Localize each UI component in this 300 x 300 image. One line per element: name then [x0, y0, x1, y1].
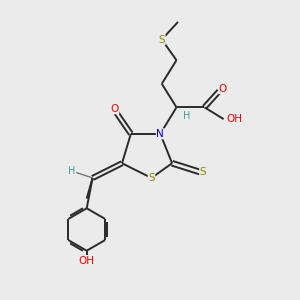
- Text: S: S: [158, 34, 165, 45]
- Text: S: S: [148, 173, 155, 183]
- Text: OH: OH: [79, 256, 95, 266]
- Text: H: H: [183, 111, 190, 121]
- Text: O: O: [110, 104, 119, 114]
- Text: O: O: [219, 84, 227, 94]
- Text: N: N: [156, 129, 164, 139]
- Text: OH: OH: [226, 114, 242, 124]
- Text: S: S: [200, 167, 206, 177]
- Text: H: H: [68, 167, 76, 176]
